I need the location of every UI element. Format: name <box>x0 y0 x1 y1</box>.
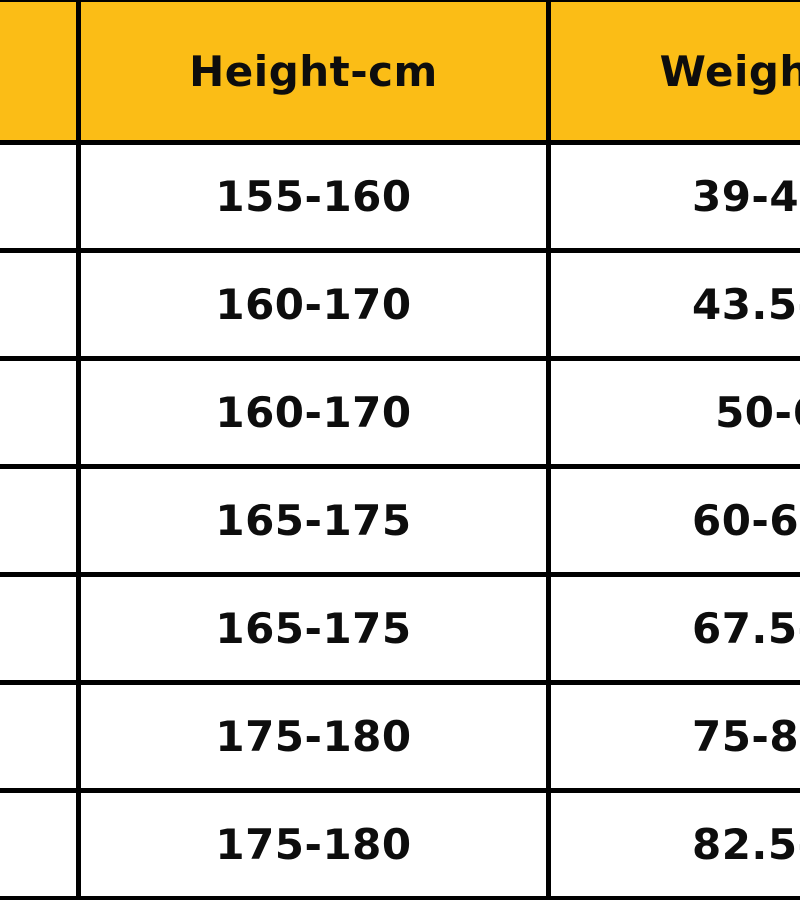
height-cell: 160-170 <box>76 248 551 361</box>
row-stub-cell <box>0 248 81 361</box>
col-header-stub <box>0 0 81 145</box>
height-cell: 165-175 <box>76 572 551 685</box>
weight-cell: 75-82.5 <box>546 680 800 793</box>
row-stub-cell <box>0 356 81 469</box>
height-cell: 165-175 <box>76 464 551 577</box>
weight-cell: 60-67.5 <box>546 464 800 577</box>
col-header-height: Height-cm <box>76 0 551 145</box>
row-stub-cell <box>0 788 81 900</box>
row-stub-cell <box>0 680 81 793</box>
weight-cell: 67.5-75 <box>546 572 800 685</box>
row-stub-cell <box>0 464 81 577</box>
height-cell: 175-180 <box>76 788 551 900</box>
weight-cell: 39-43.5 <box>546 140 800 253</box>
col-header-weight: Weight-kg <box>546 0 800 145</box>
header-row: Height-cm Weight-kg <box>0 0 800 145</box>
height-cell: 155-160 <box>76 140 551 253</box>
row-stub-cell <box>0 140 81 253</box>
weight-cell: 43.5-50 <box>546 248 800 361</box>
height-cell: 175-180 <box>76 680 551 793</box>
table-body: 155-16039-43.5160-17043.5-50160-17050-60… <box>0 140 800 900</box>
height-cell: 160-170 <box>76 356 551 469</box>
weight-cell: 50-60 <box>546 356 800 469</box>
row-stub-cell <box>0 572 81 685</box>
weight-cell: 82.5-90 <box>546 788 800 900</box>
